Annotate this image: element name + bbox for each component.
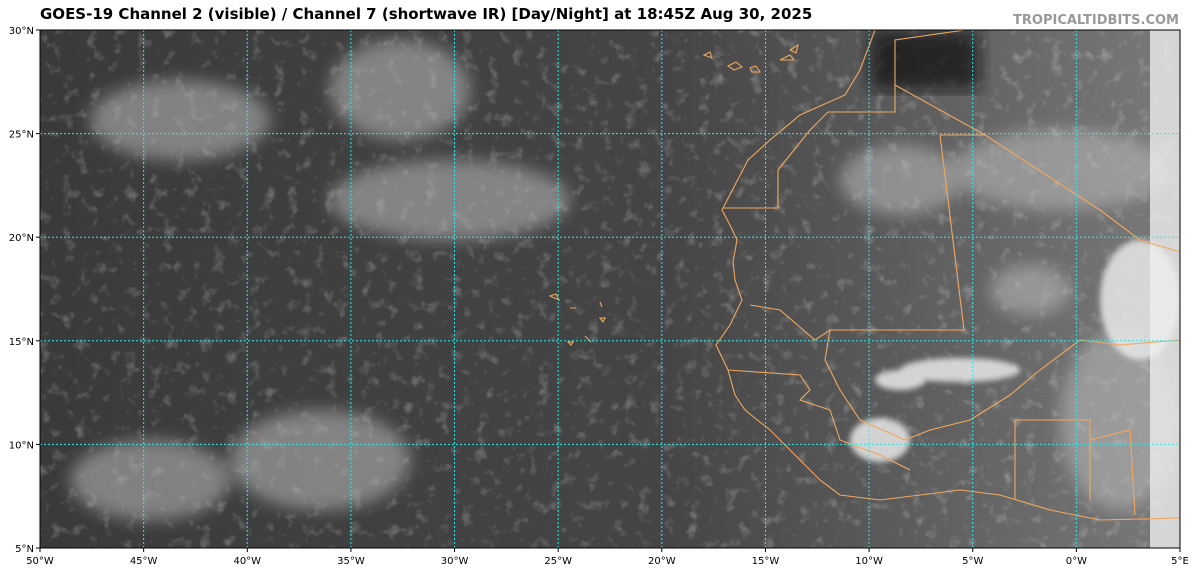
x-tick-label: 10°W bbox=[855, 556, 883, 567]
x-tick-label: 5°E bbox=[1171, 556, 1189, 567]
y-tick-label: 25°N bbox=[9, 130, 34, 141]
title: GOES-19 Channel 2 (visible) / Channel 7 … bbox=[40, 5, 812, 23]
satellite-image bbox=[40, 30, 1180, 548]
x-tick-label: 30°W bbox=[441, 556, 469, 567]
y-tick-label: 10°N bbox=[9, 440, 34, 451]
credit: TROPICALTIDBITS.COM bbox=[1013, 13, 1179, 28]
x-tick-label: 35°W bbox=[337, 556, 365, 567]
y-tick-label: 20°N bbox=[9, 233, 34, 244]
map-frame bbox=[39, 29, 1181, 549]
x-tick-label: 0°W bbox=[1066, 556, 1087, 567]
x-tick-label: 15°W bbox=[752, 556, 780, 567]
x-tick-label: 25°W bbox=[544, 556, 572, 567]
y-tick-label: 15°N bbox=[9, 337, 34, 348]
x-tick-label: 5°W bbox=[962, 556, 983, 567]
y-tick-label: 30°N bbox=[9, 26, 34, 37]
x-tick-label: 20°W bbox=[648, 556, 676, 567]
y-tick-label: 5°N bbox=[15, 544, 34, 555]
coastlines bbox=[548, 30, 1180, 521]
x-tick-label: 45°W bbox=[130, 556, 158, 567]
x-tick-label: 40°W bbox=[233, 556, 261, 567]
x-tick-label: 50°W bbox=[26, 556, 54, 567]
